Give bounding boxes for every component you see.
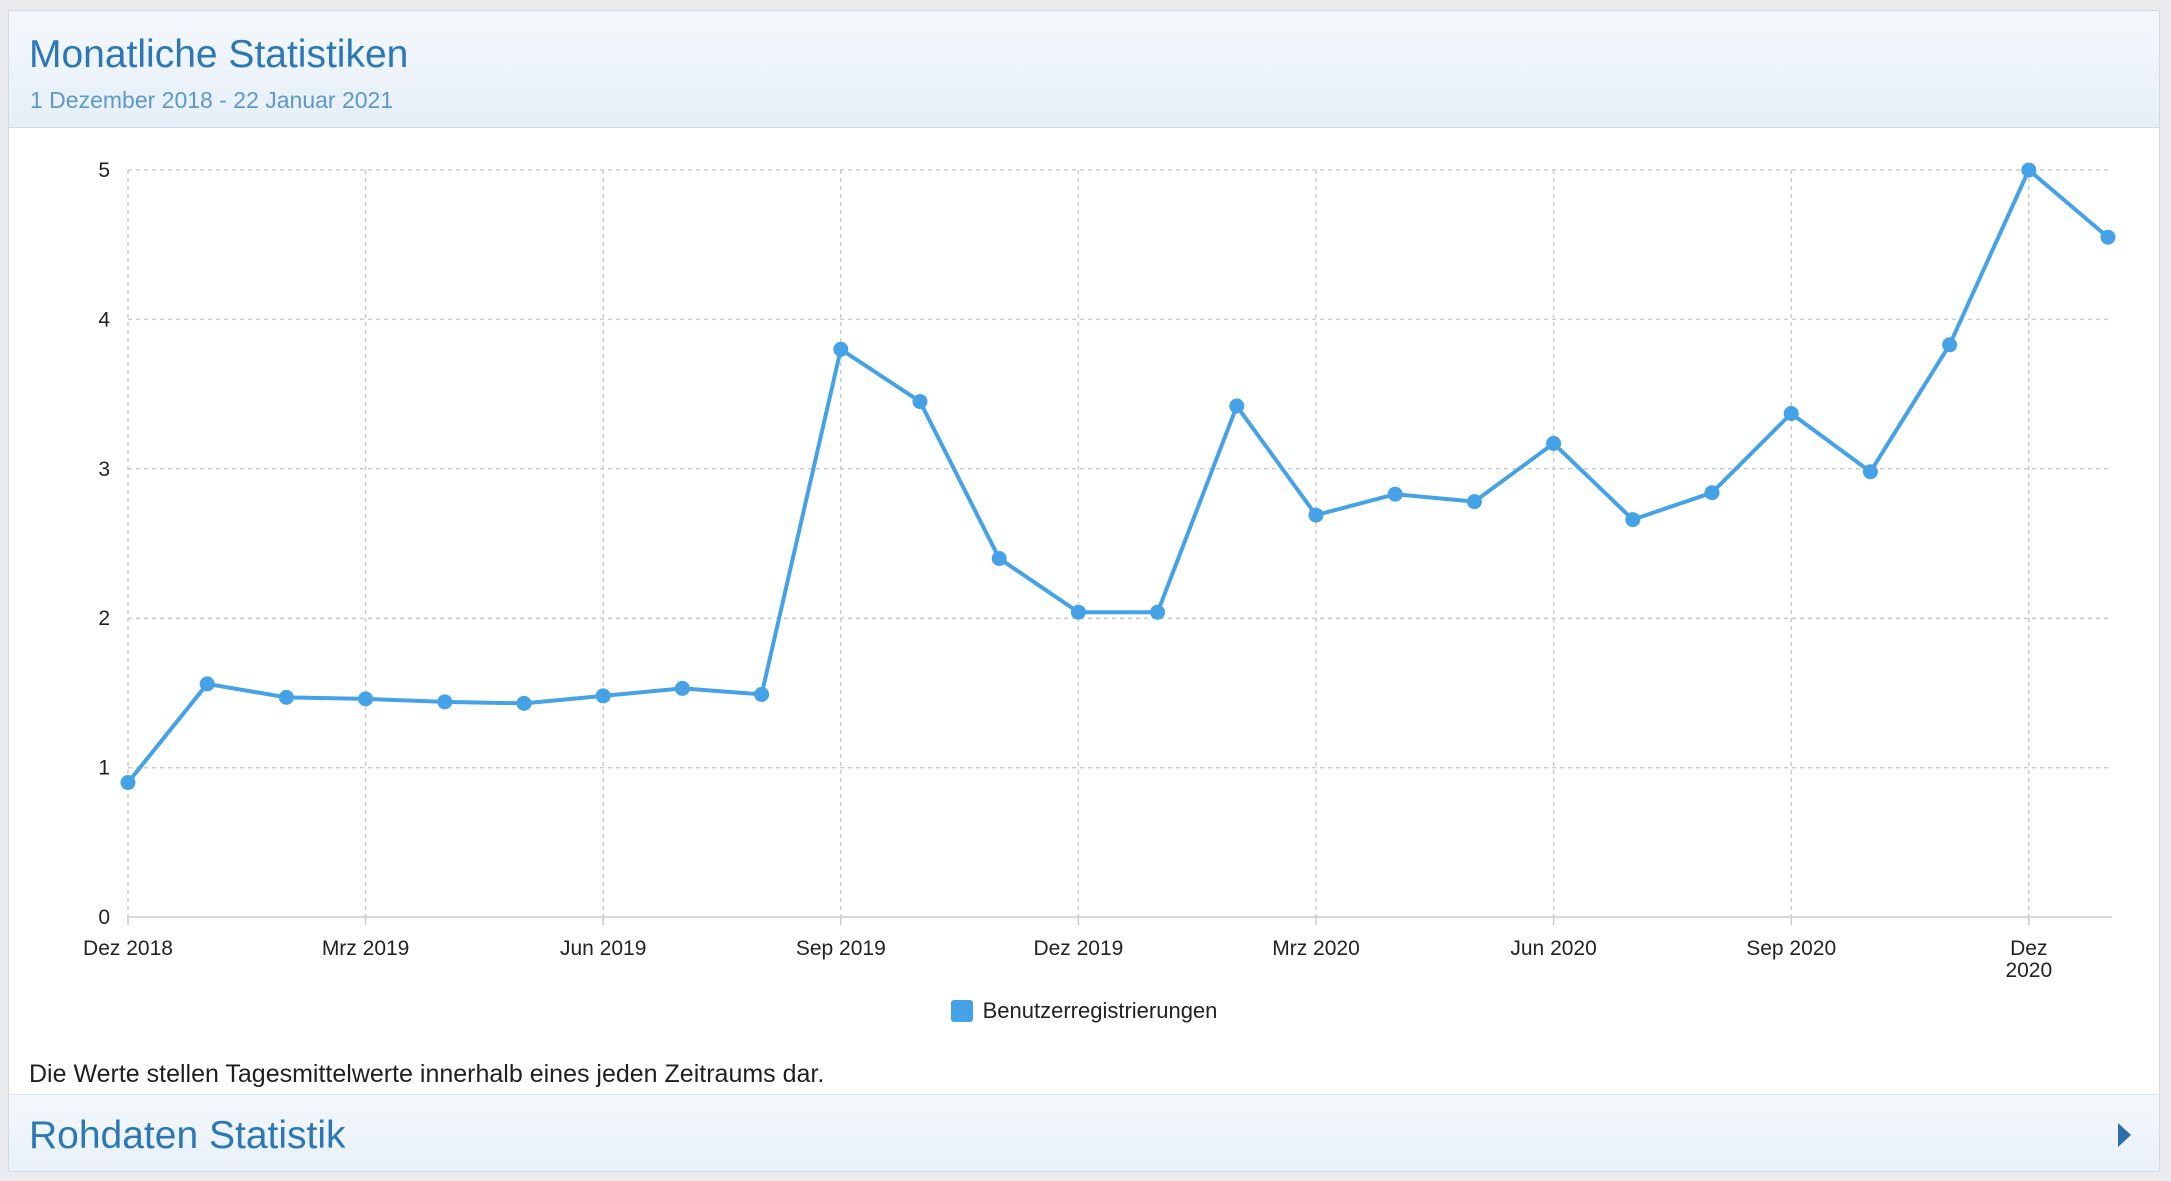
legend-swatch xyxy=(950,1000,973,1022)
y-tick-label: 2 xyxy=(98,607,110,630)
data-point xyxy=(358,691,374,707)
x-axis-ticks: Dez 2018 Mrz 2019 Jun 2019 Sep 2019 Dez 2019… xyxy=(83,937,2052,982)
data-point xyxy=(595,688,611,704)
data-point xyxy=(1704,485,1720,501)
panel-header: Monatliche Statistiken 1 Dezember 2018 -… xyxy=(9,11,2159,128)
x-tick-label: Sep 2019 xyxy=(796,937,886,960)
data-point xyxy=(1625,512,1641,528)
data-point xyxy=(2100,229,2116,245)
monthly-statistics-panel: Monatliche Statistiken 1 Dezember 2018 -… xyxy=(8,10,2160,1172)
x-tick-label: Dez 2020 xyxy=(2005,937,2052,982)
data-point xyxy=(991,550,1007,566)
data-point xyxy=(1546,435,1562,451)
data-point xyxy=(1150,604,1166,620)
y-tick-label: 0 xyxy=(98,906,110,929)
caret-right-icon xyxy=(2118,1123,2131,1147)
y-tick-label: 4 xyxy=(98,308,110,331)
panel-title: Monatliche Statistiken xyxy=(29,33,409,76)
series-group xyxy=(120,162,2116,791)
chart-legend[interactable]: Benutzerregistrierungen xyxy=(9,998,2159,1024)
x-tick-label: Jun 2020 xyxy=(1510,937,1596,960)
x-tick-label: Dez 2019 xyxy=(1033,937,1123,960)
x-tick-label: Mrz 2020 xyxy=(1272,937,1360,960)
data-point xyxy=(1466,494,1482,510)
data-point xyxy=(437,694,453,710)
x-tick-label: Mrz 2019 xyxy=(322,937,410,960)
y-tick-label: 1 xyxy=(98,757,110,780)
data-point xyxy=(833,341,849,357)
raw-statistics-title: Rohdaten Statistik xyxy=(29,1114,346,1157)
y-axis-ticks: 0 1 2 3 4 5 xyxy=(98,159,110,929)
legend-label: Benutzerregistrierungen xyxy=(982,998,1218,1023)
y-tick-label: 5 xyxy=(98,159,110,182)
y-tick-label: 3 xyxy=(98,458,110,481)
raw-statistics-section-toggle[interactable]: Rohdaten Statistik xyxy=(9,1094,2159,1171)
data-point xyxy=(516,695,532,711)
x-tick-label: Dez 2018 xyxy=(83,937,173,960)
data-point xyxy=(2021,162,2037,178)
series-line xyxy=(126,168,2110,784)
x-tick-label: Sep 2020 xyxy=(1746,937,1836,960)
data-point xyxy=(912,394,928,410)
data-point xyxy=(674,680,690,696)
data-point xyxy=(1783,406,1799,422)
data-point xyxy=(1942,337,1958,353)
data-point xyxy=(754,686,770,702)
data-point xyxy=(1387,486,1403,502)
data-point xyxy=(1070,604,1086,620)
averages-note: Die Werte stellen Tagesmittelwerte inner… xyxy=(29,1060,825,1088)
date-range-subtitle: 1 Dezember 2018 - 22 Januar 2021 xyxy=(30,87,394,113)
x-tick-label: Jun 2019 xyxy=(560,937,646,960)
data-point xyxy=(120,775,136,791)
data-point xyxy=(278,689,294,705)
data-point xyxy=(199,676,215,692)
data-point xyxy=(1229,398,1245,414)
chart-grid xyxy=(127,169,2112,925)
data-point xyxy=(1308,507,1324,523)
data-point xyxy=(1862,464,1878,480)
